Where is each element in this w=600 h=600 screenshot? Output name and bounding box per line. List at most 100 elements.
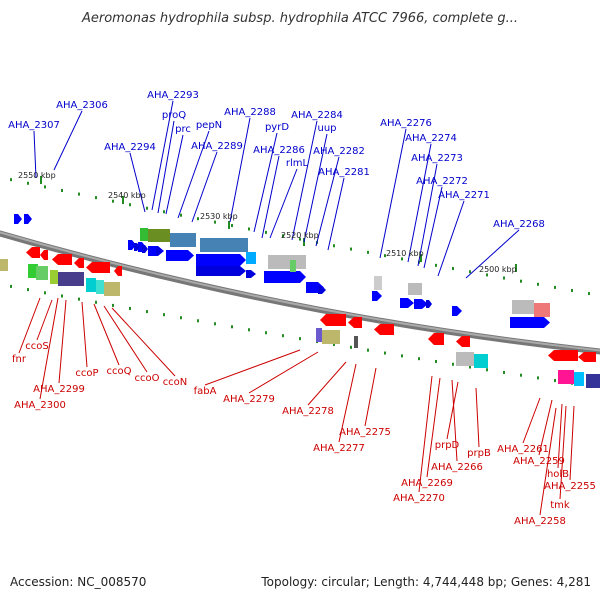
reverse-gene-label: AHA_2269 xyxy=(401,478,453,489)
reverse-gene-label: AHA_2258 xyxy=(514,516,566,527)
reverse-gene-label: AHA_2270 xyxy=(393,493,445,504)
forward-gene-label: AHA_2284 xyxy=(291,110,343,121)
inner-scale-dot xyxy=(418,357,420,361)
reverse-block xyxy=(104,282,120,296)
inner-scale-dot xyxy=(214,322,216,326)
forward-arrow xyxy=(196,266,246,276)
forward-gene-label: prc xyxy=(175,124,191,135)
forward-gene-label: AHA_2273 xyxy=(411,153,463,164)
forward-leader-line xyxy=(177,130,210,219)
reverse-leader-line xyxy=(39,297,59,400)
forward-gene-label: AHA_2306 xyxy=(56,100,108,111)
inner-scale-dot xyxy=(435,359,437,363)
forward-arrow xyxy=(246,270,256,278)
forward-gene-label: AHA_2274 xyxy=(405,133,457,144)
scale-dot xyxy=(588,292,590,296)
reverse-leader-line xyxy=(569,405,575,481)
reverse-leader-line xyxy=(58,299,67,384)
reverse-leader-line xyxy=(248,351,319,394)
major-tick xyxy=(40,176,42,184)
scale-label: 2530 kbp xyxy=(200,212,238,221)
reverse-block xyxy=(586,374,600,388)
reverse-leader-line xyxy=(522,397,541,444)
scale-dot xyxy=(503,276,505,280)
inner-scale-dot xyxy=(486,368,488,372)
forward-block xyxy=(268,255,306,269)
reverse-block xyxy=(456,352,474,366)
reverse-block xyxy=(316,328,322,342)
reverse-block xyxy=(28,264,38,278)
forward-block xyxy=(374,276,382,290)
scale-label: 2510 kbp xyxy=(386,249,424,258)
scale-dot xyxy=(146,206,148,210)
reverse-leader-line xyxy=(559,405,567,500)
forward-gene-label: pepN xyxy=(196,120,222,131)
forward-gene-label: AHA_2294 xyxy=(104,142,156,153)
forward-leader-line xyxy=(303,133,328,243)
scale-dot xyxy=(452,267,454,271)
scale-dot xyxy=(282,234,284,238)
reverse-gene-label: ccoS xyxy=(25,341,48,352)
forward-leader-line xyxy=(379,128,407,259)
forward-gene-label: pyrD xyxy=(265,122,289,133)
forward-leader-line xyxy=(315,156,340,247)
reverse-gene-label: AHA_2278 xyxy=(282,406,334,417)
forward-gene-label: rlmL xyxy=(286,158,309,169)
reverse-arrow xyxy=(578,352,596,362)
reverse-leader-line xyxy=(539,407,557,516)
inner-scale-dot xyxy=(146,310,148,314)
reverse-block xyxy=(50,270,58,284)
reverse-leader-line xyxy=(81,301,88,368)
forward-arrow xyxy=(134,243,140,251)
forward-arrow xyxy=(400,298,414,308)
scale-dot xyxy=(78,192,80,196)
scale-dot xyxy=(214,220,216,224)
scale-dot xyxy=(384,254,386,258)
reverse-gene-label: AHA_2255 xyxy=(544,481,596,492)
forward-arrow xyxy=(196,254,246,266)
forward-arrow xyxy=(264,271,306,283)
reverse-leader-line xyxy=(204,349,301,386)
reverse-gene-label: ccoN xyxy=(163,377,188,388)
scale-dot xyxy=(248,227,250,231)
reverse-gene-label: tmk xyxy=(550,500,570,511)
forward-block xyxy=(200,238,248,252)
reverse-gene-label: ccoQ xyxy=(107,366,132,377)
feature-blocks xyxy=(0,214,600,388)
label-leader-lines xyxy=(18,100,575,516)
forward-leader-line xyxy=(253,132,278,233)
reverse-leader-line xyxy=(364,367,377,427)
forward-arrow xyxy=(24,214,32,224)
inner-scale-dot xyxy=(503,370,505,374)
forward-gene-label: AHA_2276 xyxy=(380,118,432,129)
forward-leader-line xyxy=(423,186,443,269)
forward-arrow xyxy=(372,291,382,301)
reverse-arrow xyxy=(348,317,362,328)
scale-dot xyxy=(61,189,63,193)
inner-scale-dot xyxy=(282,334,284,338)
forward-gene-label: AHA_2293 xyxy=(147,90,199,101)
reverse-leader-line xyxy=(111,307,176,377)
forward-leader-line xyxy=(157,120,175,214)
forward-leader-line xyxy=(437,200,465,277)
reverse-arrow xyxy=(26,247,40,258)
reverse-gene-label: prpD xyxy=(435,440,460,451)
reverse-leader-line xyxy=(446,381,459,440)
scale-dot xyxy=(265,230,267,234)
reverse-gene-label: AHA_2299 xyxy=(33,384,85,395)
reverse-leader-line xyxy=(36,299,53,341)
forward-leader-line xyxy=(261,155,280,239)
scale-dot xyxy=(299,237,301,241)
inner-scale-dot xyxy=(78,297,80,301)
forward-leader-line xyxy=(151,100,174,211)
inner-scale-dot xyxy=(350,345,352,349)
reverse-block xyxy=(558,370,574,384)
scale-dot xyxy=(401,257,403,261)
scale-dot xyxy=(231,224,233,228)
reverse-arrow xyxy=(456,336,470,347)
forward-gene-label: AHA_2281 xyxy=(318,167,370,178)
inner-scale-dot xyxy=(61,294,63,298)
scale-dot xyxy=(112,199,114,203)
major-tick xyxy=(228,221,230,229)
